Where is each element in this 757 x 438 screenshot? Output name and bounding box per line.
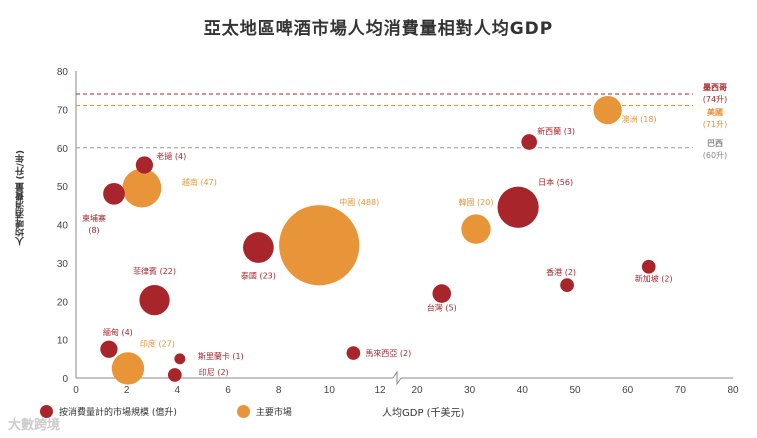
y-tick-label: 60	[57, 144, 69, 155]
y-tick-label: 0	[62, 374, 68, 385]
reference-line-value: (71升)	[703, 120, 727, 129]
reference-line-value: (60升)	[703, 151, 727, 160]
bubble-6	[641, 259, 656, 274]
bubble-label: 老撾 (4)	[156, 151, 186, 161]
bubble-1	[521, 134, 538, 150]
bubble-9	[243, 232, 274, 263]
bubble-12	[103, 182, 125, 205]
y-tick-label: 10	[57, 336, 69, 347]
bubble-17	[167, 368, 182, 382]
bubble-label: 台灣 (5)	[427, 303, 457, 313]
bubble-3	[461, 214, 491, 244]
x-tick-label: 40	[517, 385, 529, 396]
chart-title: 亞太地區啤酒市場人均消費量相對人均GDP	[203, 19, 554, 39]
x-tick-label: 6	[225, 385, 231, 396]
y-tick-label: 20	[57, 297, 69, 308]
bubble-5	[560, 278, 574, 292]
bubble-label: 印尼 (2)	[199, 368, 229, 377]
y-tick-label: 30	[57, 259, 69, 270]
x-tick-label: 20	[411, 385, 423, 396]
x-tick-label: 2	[124, 385, 130, 396]
bubble-label: 印度 (27)	[140, 338, 175, 348]
reference-line-value: (74升)	[703, 95, 727, 104]
bubble-label: 日本 (56)	[538, 177, 573, 187]
bubble-7	[346, 346, 361, 360]
bubble-label: 柬埔寨	[82, 213, 106, 223]
legend-label: 主要市場	[255, 408, 292, 418]
bubble-label: 中國 (488)	[339, 197, 379, 207]
bubble-13	[139, 284, 170, 316]
x-tick-label: 60	[622, 385, 634, 396]
bubble-label: 馬來西亞 (2)	[365, 349, 411, 358]
bubble-label: 韓國 (20)	[459, 197, 494, 207]
bubble-label-size: (8)	[88, 226, 99, 235]
y-tick-label: 50	[57, 182, 69, 193]
legend-swatch	[236, 405, 250, 418]
x-tick-label: 8	[276, 385, 282, 396]
bubble-label: 新西蘭 (3)	[537, 126, 575, 136]
bubble-label: 斯里蘭卡 (1)	[198, 351, 244, 361]
bubble-label: 新加坡 (2)	[635, 274, 673, 284]
bubble-15	[111, 352, 145, 385]
legend-item-market-size: 按消費量計的市場規模 (億升)	[40, 405, 177, 418]
bubble-8	[279, 205, 360, 286]
legend: 按消費量計的市場規模 (億升) 主要市場	[40, 405, 352, 418]
x-tick-label: 10	[324, 385, 336, 396]
bubble-14	[100, 340, 118, 358]
bubble-2	[497, 186, 539, 228]
bubble-label: 香港 (2)	[546, 267, 576, 277]
legend-label: 按消費量計的市場規模 (億升)	[59, 408, 177, 418]
reference-line-name: 巴西	[707, 139, 723, 148]
reference-line-name: 美國	[707, 107, 723, 117]
x-tick-label: 50	[569, 385, 581, 396]
y-tick-label: 40	[57, 221, 69, 232]
legend-item-major-market: 主要市場	[236, 405, 292, 418]
bubble-10	[122, 168, 162, 208]
bubble-4	[432, 284, 452, 303]
x-tick-label: 0	[73, 385, 79, 396]
bubble-11	[135, 156, 154, 174]
x-tick-label: 12	[374, 385, 386, 396]
legend-swatch	[40, 405, 53, 418]
bubble-0	[593, 95, 622, 125]
x-axis-label: 人均GDP (千美元)	[382, 408, 465, 419]
x-tick-label: 30	[464, 385, 476, 396]
bubble-label: 菲律賓 (22)	[133, 266, 176, 276]
reference-line-name: 墨西哥	[703, 82, 727, 92]
watermark-logo: 大數跨境	[8, 418, 61, 433]
bubble-label: 泰國 (23)	[241, 271, 276, 281]
x-tick-label: 4	[175, 385, 181, 396]
x-tick-label: 80	[727, 385, 739, 396]
bubble-16	[174, 353, 186, 365]
axis-break-mark	[392, 370, 402, 386]
y-tick-label: 80	[57, 67, 69, 78]
x-tick-label: 70	[675, 385, 687, 396]
bubble-label: 澳洲 (18)	[622, 114, 657, 124]
y-tick-label: 70	[57, 105, 69, 116]
bubble-label: 緬甸 (4)	[103, 327, 133, 337]
bubble-label: 越南 (47)	[182, 177, 217, 187]
